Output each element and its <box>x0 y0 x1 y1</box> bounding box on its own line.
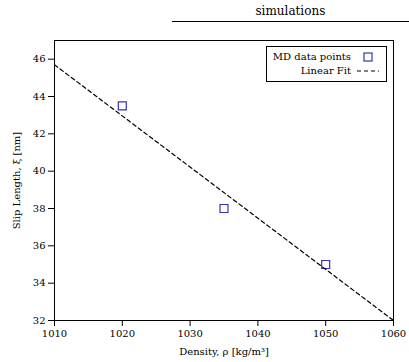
svg-text:36: 36 <box>33 240 46 251</box>
svg-text:1010: 1010 <box>42 328 67 339</box>
html-text:MD data points: MD data points <box>272 51 351 62</box>
svg-text:Slip Length, ξ [nm]: Slip Length, ξ [nm] <box>11 132 22 230</box>
svg-text:1060: 1060 <box>381 328 406 339</box>
svg-text:40: 40 <box>33 165 46 176</box>
html-text:Linear Fit: Linear Fit <box>300 65 351 76</box>
svg-text:1020: 1020 <box>110 328 135 339</box>
svg-text:Density, ρ [kg/m³]: Density, ρ [kg/m³] <box>179 346 269 357</box>
svg-text:34: 34 <box>33 277 46 288</box>
svg-text:32: 32 <box>33 315 46 326</box>
svg-text:42: 42 <box>33 128 46 139</box>
svg-text:1040: 1040 <box>245 328 270 339</box>
svg-text:38: 38 <box>33 203 46 214</box>
svg-text:46: 46 <box>33 53 46 64</box>
svg-text:44: 44 <box>33 91 46 102</box>
svg-text:1030: 1030 <box>177 328 202 339</box>
html-text:simulations: simulations <box>255 4 326 18</box>
svg-text:1050: 1050 <box>313 328 338 339</box>
